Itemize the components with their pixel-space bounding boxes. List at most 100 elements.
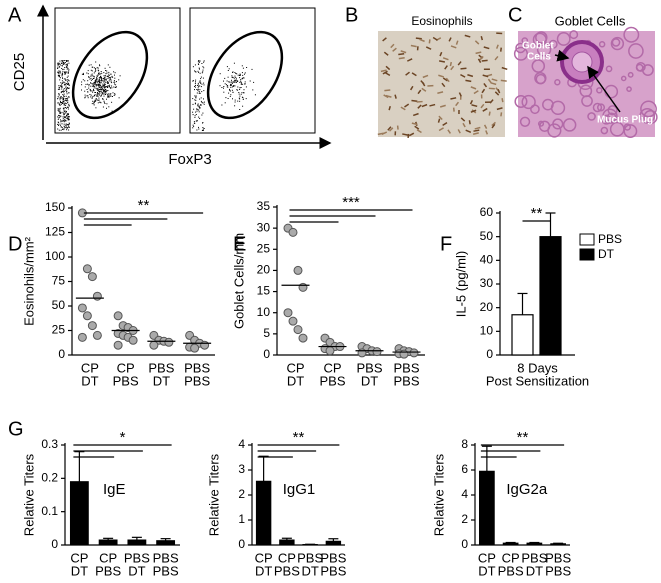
stain	[385, 94, 392, 98]
flow-dot	[231, 79, 232, 81]
flow-dot	[107, 75, 109, 77]
flow-dot	[197, 82, 199, 84]
flow-dot	[58, 75, 60, 77]
flow-dot	[112, 96, 113, 97]
flow-dot	[194, 70, 196, 72]
flow-dot	[239, 75, 240, 76]
flow-dot	[66, 91, 68, 93]
tissue	[554, 78, 561, 86]
flow-dot	[194, 102, 196, 104]
stain	[487, 78, 492, 84]
panel-title: Goblet Cells	[555, 13, 626, 28]
stain	[411, 99, 418, 103]
flow-dot	[100, 91, 102, 92]
flow-dot	[60, 97, 61, 99]
flow-dot	[203, 82, 205, 84]
flow-dot	[234, 80, 236, 82]
flow-dot	[240, 80, 242, 82]
stain	[457, 129, 461, 134]
flow-dot	[229, 85, 231, 87]
flow-dot	[57, 124, 59, 125]
flow-dot	[98, 85, 100, 87]
flow-dot	[104, 75, 106, 77]
flow-dot	[96, 88, 98, 90]
flow-dot	[109, 93, 111, 95]
bar	[156, 540, 176, 546]
flow-dot	[60, 96, 62, 98]
flow-dot	[88, 64, 90, 66]
flow-dot	[89, 78, 91, 80]
flow-dot	[62, 73, 64, 75]
significance: ***	[342, 194, 360, 211]
flow-dot	[244, 73, 245, 75]
flow-dot	[118, 97, 120, 99]
flow-dot	[87, 91, 89, 93]
arrow	[554, 49, 570, 62]
flow-dot	[92, 95, 94, 97]
flow-dot	[230, 83, 231, 85]
flow-dot	[65, 116, 67, 118]
flow-dot	[64, 116, 66, 118]
flow-dot	[60, 91, 62, 93]
flow-dot	[67, 106, 69, 108]
flow-dot	[107, 82, 109, 84]
flow-dot	[235, 73, 237, 74]
flow-dot	[95, 79, 96, 81]
flow-dot	[64, 113, 65, 115]
flow-dot	[65, 123, 67, 125]
flow-dot	[62, 63, 64, 65]
stain	[398, 57, 405, 60]
x-tick-label: PBS	[545, 550, 571, 565]
flow-dot	[61, 102, 63, 103]
flow-dot	[241, 72, 243, 74]
flow-dot	[228, 81, 230, 83]
flow-dot	[63, 89, 65, 91]
flow-dot	[60, 120, 62, 122]
flow-dot	[119, 75, 121, 77]
flow-dot	[63, 96, 65, 98]
stain	[473, 129, 480, 132]
flow-dot	[236, 89, 238, 91]
y-tick-label: 3	[238, 462, 245, 476]
stain	[388, 127, 394, 132]
annotation: Cells	[527, 52, 551, 63]
y-tick-label: 20	[480, 300, 494, 314]
flow-dot	[106, 72, 108, 74]
flow-dot	[113, 71, 115, 73]
stain	[483, 82, 488, 88]
flow-dot	[63, 98, 65, 99]
flow-dot	[89, 94, 91, 95]
flow-dot	[96, 95, 98, 97]
y-tick-label: 2	[461, 512, 468, 526]
stain	[494, 55, 499, 61]
flow-dot	[87, 73, 89, 75]
flow-dot	[111, 110, 113, 112]
x-tick-label: DT	[301, 563, 318, 578]
flow-dot	[243, 92, 245, 94]
flow-dot	[194, 99, 196, 101]
stain	[392, 47, 397, 52]
stain	[398, 52, 405, 56]
flow-dot	[59, 77, 61, 79]
flow-dot	[66, 98, 68, 100]
flow-dot	[81, 81, 83, 83]
flow-dot	[62, 101, 64, 103]
flow-dot	[192, 124, 194, 126]
flow-dot	[111, 87, 113, 89]
flow-dot	[60, 82, 62, 84]
flow-dot	[228, 81, 230, 83]
flow-dot	[89, 89, 91, 91]
flow-dot	[194, 82, 196, 84]
flow-dot	[98, 94, 100, 96]
significance: *	[120, 429, 126, 446]
flow-dot	[59, 66, 60, 68]
flow-dot	[62, 82, 64, 84]
flow-dot	[62, 97, 64, 99]
bar	[511, 314, 534, 356]
flow-dot	[229, 95, 231, 97]
flow-dot	[193, 108, 195, 110]
flow-dot	[65, 66, 67, 68]
flow-dot	[104, 91, 106, 93]
flow-dot	[88, 77, 90, 78]
flow-dot	[60, 85, 62, 87]
